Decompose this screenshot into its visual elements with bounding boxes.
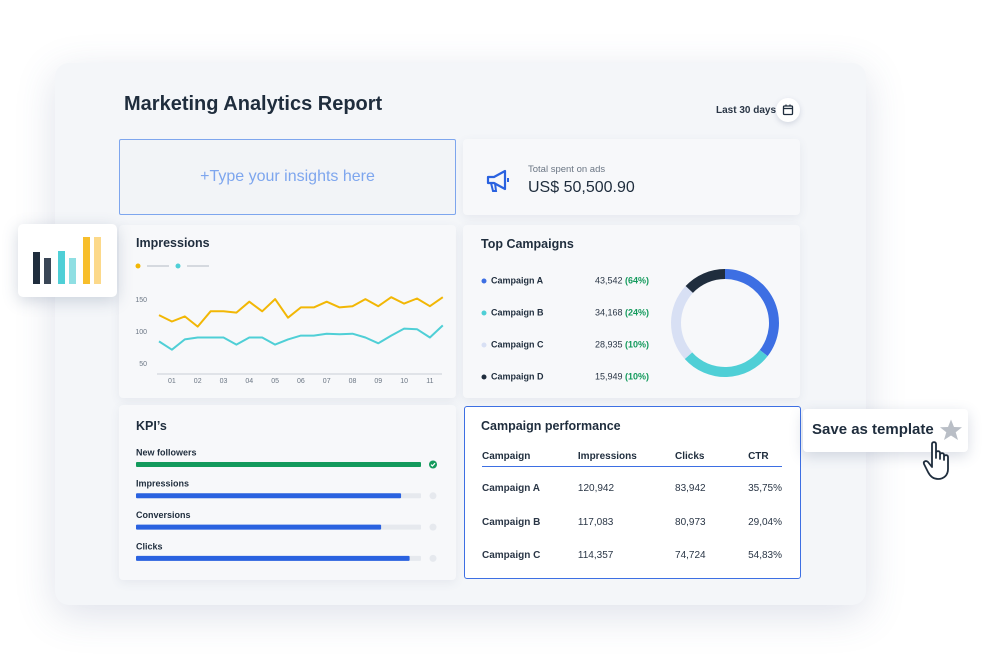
donut-segment [671,286,693,359]
pending-icon [429,523,437,531]
legend-marker [135,263,141,269]
hand-cursor [922,441,949,480]
campaign-value: 43,542 [595,275,623,285]
cell: 83,942 [675,483,706,495]
x-tick-label: 01 [168,378,176,385]
insights-placeholder: +Type your insights here [200,168,375,185]
save-template-button[interactable]: Save as template [803,409,968,452]
x-tick-label: 11 [426,378,433,385]
table-header: Campaign Impressions Clicks CTR [482,447,782,466]
impressions-card: Impressions [119,225,456,398]
campaign-share: (24%) [625,307,649,317]
kpi-bar [136,555,410,561]
legend-marker [481,310,487,316]
line-series [158,296,444,328]
cell: 117,083 [577,516,614,528]
y-tick-label: 100 [135,329,147,336]
date-range[interactable]: Last 30 days [716,105,777,116]
cell: Campaign A [482,483,540,495]
donut-segment [684,350,768,377]
x-tick-label: 06 [297,378,305,385]
x-tick-label: 03 [220,378,228,385]
campaign-value: 34,168 [595,307,623,317]
calendar-icon [782,104,794,116]
performance-table: Campaign Impressions Clicks CTR Campaign… [482,447,782,578]
card-title: Top Campaigns [481,237,574,251]
x-tick-label: 07 [323,378,331,385]
y-tick-label: 150 [135,297,147,304]
campaign-name: Campaign B [491,307,544,317]
legend-marker [175,263,181,269]
x-tick-label: 04 [245,378,253,385]
table-row: Campaign A 120,942 83,942 35,75% [482,466,782,511]
cell: 29,04% [748,516,782,528]
pending-icon [429,554,437,562]
campaign-share: (10%) [625,339,649,349]
table-row: Campaign C 114,357 74,724 54,83% [482,533,782,578]
x-tick-label: 10 [400,378,408,385]
column-header: Campaign [482,450,531,462]
card-title: Campaign performance [481,419,621,433]
x-tick-label: 02 [194,378,202,385]
card-title: Impressions [136,236,210,250]
check-mark [430,462,436,467]
kpi-label: Impressions [136,479,189,489]
campaign-share: (10%) [625,371,649,381]
button-label: Save as template [812,421,934,438]
campaign-value: 28,935 [595,339,623,349]
kpi-label: New followers [136,447,197,457]
spend-value: US$ 50,500.90 [528,179,635,196]
table-row: Campaign B 117,083 80,973 29,04% [482,511,782,533]
spend-label: Total spent on ads [528,164,606,175]
cell: 114,357 [577,550,614,561]
cell: Campaign B [482,516,541,528]
spend-card: Total spent on ads US$ 50,500.90 [463,139,800,215]
card-title: KPI’s [136,419,167,433]
kpi-card: KPI’s [119,405,456,580]
campaign-name: Campaign A [491,275,544,285]
kpi-label: Clicks [136,541,163,551]
cell: 120,942 [577,483,615,495]
cell: 35,75% [748,483,782,495]
column-header: Clicks [675,450,705,462]
donut-segment [685,268,725,293]
x-tick-label: 08 [349,378,357,385]
chart-widget[interactable] [18,224,117,297]
calendar-button[interactable] [776,98,800,122]
legend-marker [481,374,487,380]
cell: 80,973 [675,516,706,528]
star-icon [940,419,962,440]
column-header: Impressions [577,450,637,462]
cell: 74,724 [675,550,706,561]
report-title: Marketing Analytics Report [124,93,383,115]
donut-segment [725,269,779,357]
pending-icon [429,492,437,500]
campaign-name: Campaign C [491,339,544,349]
performance-card[interactable]: Campaign performance Campaign Impression… [464,406,801,579]
cell: Campaign C [482,550,541,561]
kpi-label: Conversions [136,510,191,520]
kpi-bar [136,524,382,530]
x-tick-label: 05 [271,378,279,385]
bar-chart-icon [33,237,101,284]
campaign-value: 15,949 [595,371,623,381]
x-tick-label: 09 [374,378,382,385]
line-series [158,324,444,351]
cell: 54,83% [748,550,782,561]
insights-box[interactable]: +Type your insights here [119,139,456,215]
y-tick-label: 50 [139,361,147,368]
kpi-bar [136,493,402,499]
campaign-name: Campaign D [491,371,544,381]
column-header: CTR [748,450,769,462]
legend-marker [481,342,487,348]
legend-marker [481,278,487,284]
megaphone-icon [486,169,509,192]
campaign-share: (64%) [625,275,649,285]
kpi-bar [136,462,421,467]
